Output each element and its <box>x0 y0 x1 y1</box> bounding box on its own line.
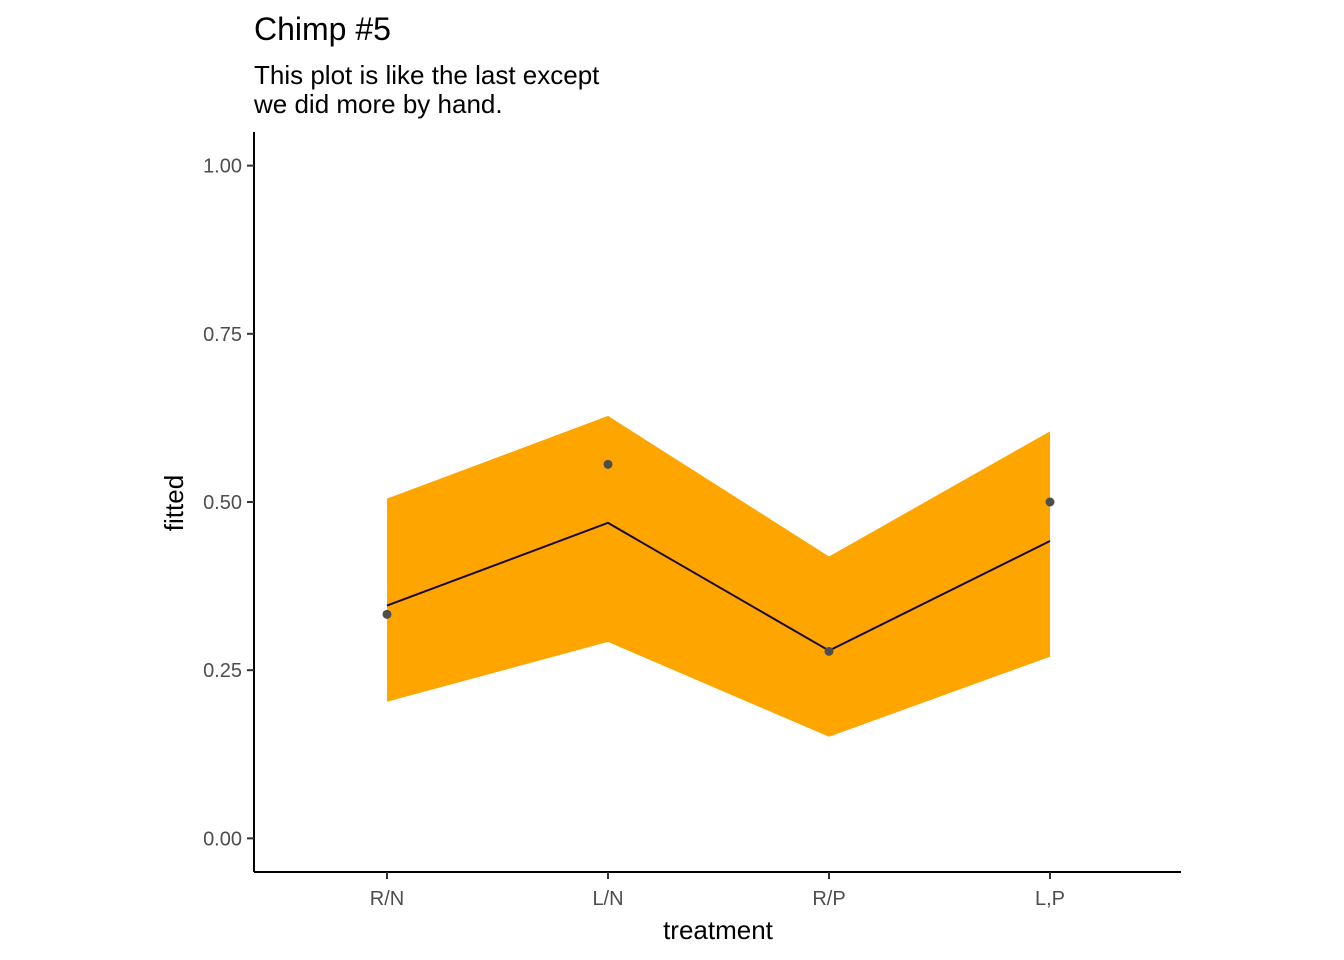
y-axis: 0.00 0.25 0.50 0.75 1.00 <box>203 132 255 872</box>
fitted-line <box>386 521 1051 652</box>
y-tick-label: 1.00 <box>203 156 242 178</box>
y-tick-label: 0.00 <box>203 828 242 850</box>
chart-subtitle-line-1: This plot is like the last except <box>254 60 600 90</box>
x-tick-label: L/N <box>592 888 623 910</box>
data-point-L/N <box>603 459 613 469</box>
chart-subtitle-line-2: we did more by hand. <box>253 89 503 119</box>
x-axis: R/N L/N R/P L,P <box>254 871 1181 910</box>
x-tick-label: R/P <box>812 888 845 910</box>
plot-area <box>382 415 1055 737</box>
x-axis-title: treatment <box>663 915 774 945</box>
y-tick-label: 0.75 <box>203 324 242 346</box>
y-tick-label: 0.25 <box>203 660 242 682</box>
data-point-R/P <box>824 646 834 656</box>
data-point-R/N <box>382 609 392 619</box>
confidence-ribbon <box>387 415 1050 737</box>
x-tick-label: R/N <box>370 888 404 910</box>
chart-title: Chimp #5 <box>254 11 391 47</box>
x-tick-label: L,P <box>1035 888 1065 910</box>
y-tick-label: 0.50 <box>203 492 242 514</box>
y-axis-title: fitted <box>159 475 189 531</box>
observed-points <box>382 459 1055 656</box>
data-point-L,P <box>1045 497 1055 507</box>
